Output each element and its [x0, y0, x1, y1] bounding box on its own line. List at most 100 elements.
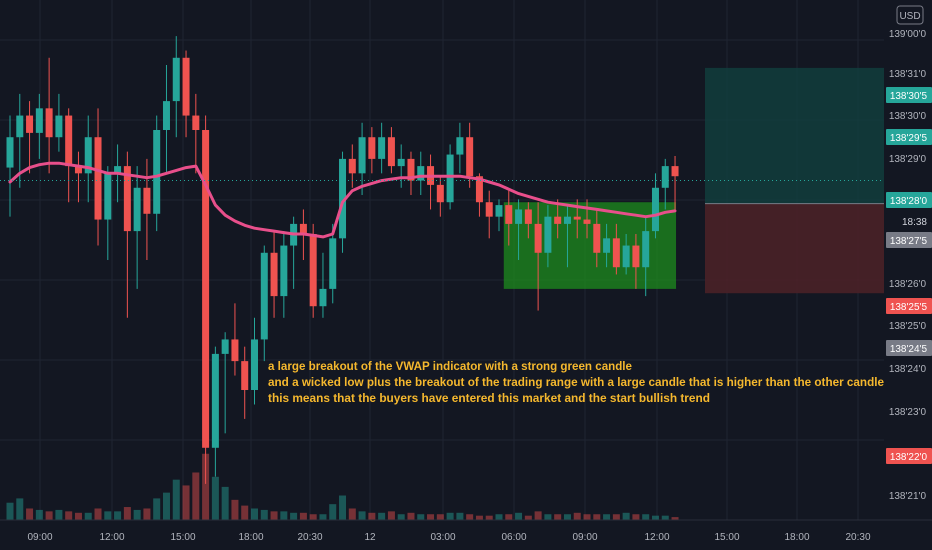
annotation-line: a large breakout of the VWAP indicator w… [268, 359, 632, 373]
price-badge-label: 138'25'5 [890, 302, 928, 313]
time-tick-label: 20:30 [845, 532, 870, 543]
currency-badge[interactable]: USD [896, 5, 924, 25]
time-tick-label: 20:30 [297, 532, 322, 543]
volume-bar [6, 502, 14, 520]
vwap-line [8, 161, 677, 239]
price-tick-label: 138'31'0 [889, 69, 927, 80]
volume-bar [241, 505, 249, 520]
vwap-indicator [8, 161, 677, 239]
candle-body [280, 245, 288, 297]
price-badge: 138'24'5 [886, 340, 932, 356]
price-tick-label: 138'23'0 [889, 407, 927, 418]
volume-bar [299, 512, 307, 520]
volume-bar [417, 514, 425, 520]
time-axis[interactable]: 09:00 12:00 15:00 18:00 20:30 12 03:00 06:00 09:… [0, 519, 932, 550]
price-badge: 18:38 [886, 213, 932, 229]
candle-body [554, 216, 562, 224]
volume-bar [563, 514, 571, 520]
candle-body [466, 137, 474, 177]
volume-bar [280, 511, 288, 520]
volume-bar [622, 512, 630, 520]
volume-bar [603, 514, 611, 520]
time-tick-label: 18:00 [238, 532, 263, 543]
currency-badge-box [896, 5, 924, 25]
candle-body [495, 205, 503, 217]
volume-bar [133, 509, 141, 520]
candle-body [270, 252, 278, 297]
volume-bar [495, 514, 503, 520]
candle-body [221, 339, 229, 354]
candle-body [202, 130, 210, 448]
candle-body [133, 187, 141, 232]
volume-bar [583, 514, 591, 520]
volume-bar [642, 514, 650, 520]
price-badge-box [886, 129, 932, 145]
candle-body [319, 288, 327, 307]
price-badge: 138'25'5 [886, 298, 932, 314]
candle-body [524, 209, 532, 224]
volume-bar [192, 472, 200, 520]
candle-body [299, 223, 307, 234]
candle-body [26, 115, 34, 133]
candle-body [241, 361, 249, 390]
volume-bar [339, 495, 347, 520]
candle-body [397, 158, 405, 167]
candle-body [35, 108, 43, 133]
price-badge-box [886, 448, 932, 464]
time-tick-label: 03:00 [430, 532, 455, 543]
price-badge-box [886, 232, 932, 248]
volume-bar [153, 498, 161, 520]
volume-bar [466, 514, 474, 520]
volume-bar [231, 499, 239, 520]
currency-label: USD [899, 11, 920, 22]
price-tick-label: 138'24'0 [889, 364, 927, 375]
candle-body [104, 173, 112, 220]
annotation-line: this means that the buyers have entered … [268, 391, 710, 405]
price-badge: 138'27'5 [886, 232, 932, 248]
volume-bar [456, 512, 464, 520]
volume-bar [661, 515, 669, 520]
price-tick-label: 138'29'0 [889, 154, 927, 165]
candle-body [16, 115, 24, 138]
candle-body [329, 238, 337, 289]
volume-bar [26, 508, 34, 520]
candle-body [358, 137, 366, 174]
target-zone [705, 67, 884, 204]
volume-bar [65, 511, 73, 520]
candle-body [45, 108, 53, 138]
candle-body [622, 245, 630, 268]
candle-body [251, 339, 258, 390]
volume-bar [485, 515, 493, 520]
candle-body [114, 166, 122, 174]
candle-body [6, 137, 14, 168]
volume-bar [534, 511, 542, 520]
volume-bar [329, 504, 337, 520]
price-badge: 138'22'0 [886, 448, 932, 464]
price-axis[interactable]: 139'00'0 138'31'0 138'30'0 138'29'0 138'28'0… [884, 0, 932, 520]
volume-bar [251, 508, 258, 520]
candle-body [407, 158, 415, 181]
volume-bar [612, 514, 620, 520]
volume-bar [368, 512, 376, 520]
volume-bar [554, 514, 562, 520]
candle-body [153, 130, 161, 214]
volume-bar [182, 485, 190, 520]
volume-bar [544, 514, 552, 520]
volume-bar [505, 514, 513, 520]
volume-bar [524, 515, 532, 520]
volume-bar [221, 486, 229, 520]
price-tick-label: 138'26'0 [889, 279, 927, 290]
volume-bar [651, 515, 659, 520]
candle-body [671, 166, 679, 177]
volume-bar [211, 476, 219, 520]
candle-body [172, 57, 180, 102]
candle-body [65, 115, 73, 167]
volume-bar [573, 512, 581, 520]
time-tick-label: 06:00 [501, 532, 526, 543]
volume-bar [104, 511, 112, 520]
volume-bar [290, 512, 298, 520]
volume-bar [632, 514, 640, 520]
candle-body [632, 245, 640, 268]
volume-bar [35, 509, 43, 520]
